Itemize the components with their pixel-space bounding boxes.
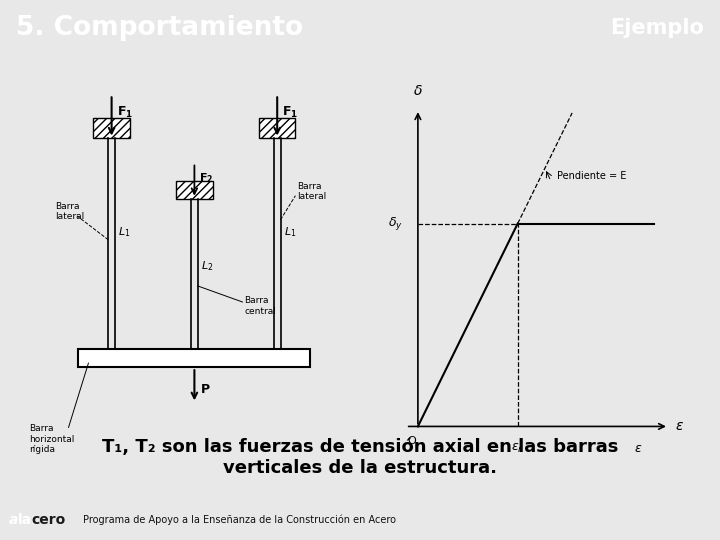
Text: $\varepsilon_r$: $\varepsilon_r$ [511,442,524,455]
Text: a: a [9,513,18,527]
Text: la: la [18,513,32,527]
Text: $L_1$: $L_1$ [118,225,130,239]
Polygon shape [94,118,130,138]
Text: $\mathbf{F_1}$: $\mathbf{F_1}$ [282,105,298,120]
Text: cero: cero [32,513,66,527]
Text: Programa de Apoyo a la Enseñanza de la Construcción en Acero: Programa de Apoyo a la Enseñanza de la C… [83,515,396,525]
Text: Ejemplo: Ejemplo [611,18,704,38]
Text: P: P [201,383,210,396]
Text: Barra
horizontal
rígida: Barra horizontal rígida [29,424,74,454]
Text: $\varepsilon$: $\varepsilon$ [634,442,643,455]
Polygon shape [78,349,310,367]
Text: $\mathbf{F_1}$: $\mathbf{F_1}$ [117,105,132,120]
Text: Barra
central: Barra central [244,296,276,316]
Text: 5. Comportamiento: 5. Comportamiento [16,15,303,42]
Polygon shape [259,118,295,138]
Text: Barra
lateral: Barra lateral [297,182,326,201]
Text: Barra
lateral: Barra lateral [55,202,84,221]
Text: O: O [408,436,416,446]
Text: $\delta$: $\delta$ [413,84,423,98]
Polygon shape [176,180,212,199]
Text: Pendiente = E: Pendiente = E [557,171,626,181]
Text: $\varepsilon$: $\varepsilon$ [675,420,684,434]
Text: $L_1$: $L_1$ [284,225,297,239]
Text: T₁, T₂ son las fuerzas de tensión axial en las barras
verticales de la estructur: T₁, T₂ son las fuerzas de tensión axial … [102,438,618,476]
Text: $L_2$: $L_2$ [201,259,213,273]
Text: $\mathbf{F_2}$: $\mathbf{F_2}$ [199,171,213,185]
Text: $\delta_y$: $\delta_y$ [387,215,402,232]
